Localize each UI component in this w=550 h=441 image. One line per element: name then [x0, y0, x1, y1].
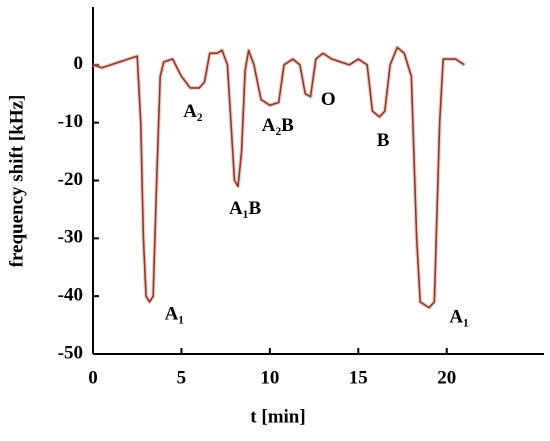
x-axis-label: t [min]: [250, 406, 305, 427]
annotation: A₁B: [229, 198, 261, 219]
annotation: A₁: [165, 304, 184, 325]
y-tick-label: 0: [74, 53, 84, 74]
line-halo: [92, 45, 466, 310]
x-tick-label: 5: [177, 367, 187, 388]
y-tick-label: -10: [58, 111, 83, 132]
y-tick-label: -20: [58, 169, 83, 190]
x-tick-label: 20: [437, 367, 456, 388]
annotation: A₂: [183, 101, 203, 122]
annotation: A₁: [449, 307, 468, 328]
x-tick-label: 0: [88, 367, 98, 388]
x-tick-label: 15: [349, 367, 368, 388]
x-tick-label: 10: [260, 367, 279, 388]
y-tick-label: -40: [58, 285, 83, 306]
line: [92, 46, 465, 309]
y-tick-label: -30: [58, 227, 83, 248]
y-tick-label: -50: [58, 342, 83, 363]
y-axis-label: frequency shift [kHz]: [6, 95, 27, 268]
annotation: O: [321, 89, 336, 110]
annotation: A₂B: [262, 115, 294, 136]
annotation: B: [377, 130, 390, 151]
